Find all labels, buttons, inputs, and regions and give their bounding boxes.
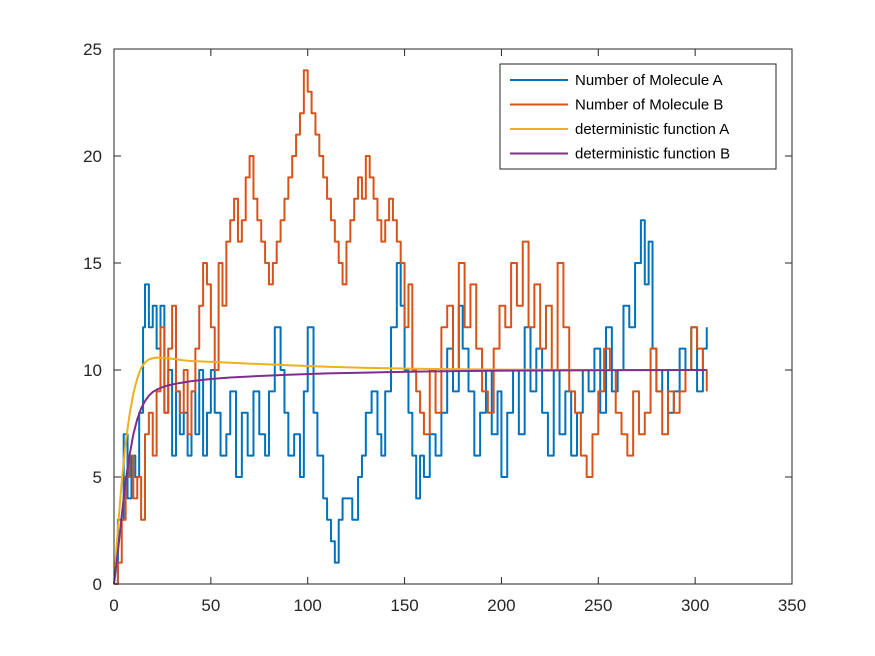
legend-label-2: Number of Molecule B — [575, 97, 723, 114]
x-tick-label: 300 — [681, 596, 709, 615]
x-tick-label: 250 — [584, 596, 612, 615]
x-tick-label: 0 — [109, 596, 118, 615]
series-line-4 — [113, 369, 707, 585]
series-layer — [113, 69, 708, 585]
x-tick-label: 350 — [778, 596, 806, 615]
x-tick-label: 200 — [487, 596, 515, 615]
y-tick-label: 25 — [83, 40, 102, 59]
legend-box — [499, 63, 777, 170]
series-line-3 — [113, 356, 707, 585]
legend-label-1: Number of Molecule A — [575, 72, 723, 89]
y-tick-label: 0 — [93, 575, 102, 594]
legend: Number of Molecule A Number of Molecule B… — [499, 63, 777, 170]
x-tick-label: 150 — [390, 596, 418, 615]
axes-layer: 0 50 100 150 200 250 300 350 0 5 10 15 20 25 — [83, 40, 806, 615]
x-tick-label: 50 — [201, 596, 220, 615]
y-tick-label: 5 — [93, 468, 102, 487]
y-tick-label: 15 — [83, 254, 102, 273]
x-tick-label: 100 — [294, 596, 322, 615]
legend-label-4: deterministic function B — [575, 146, 730, 163]
y-tick-label: 10 — [83, 361, 102, 380]
y-tick-label: 20 — [83, 147, 102, 166]
axes-box — [113, 48, 793, 585]
series-line-2 — [114, 69, 708, 585]
legend-label-3: deterministic function A — [575, 121, 729, 138]
